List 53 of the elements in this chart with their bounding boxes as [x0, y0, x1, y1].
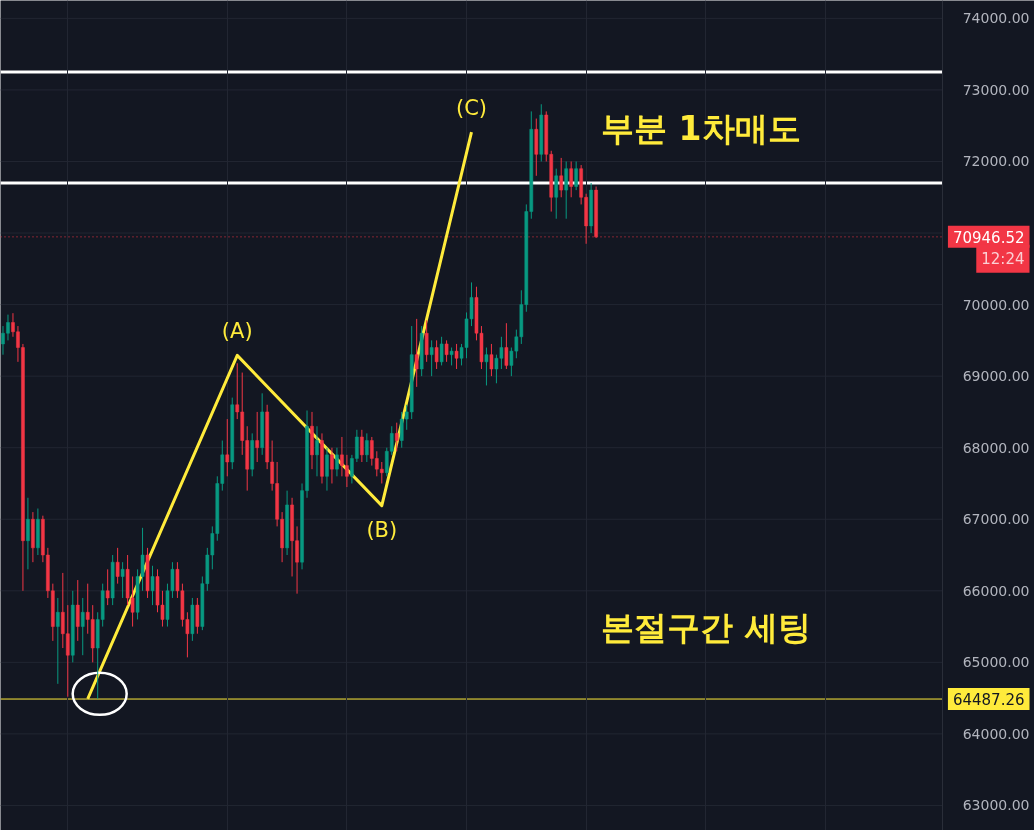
- y-tick-label: 66000.00: [962, 582, 1030, 599]
- candlestick: [394, 422, 399, 452]
- candlestick: [330, 447, 334, 484]
- y-tick-label: 69000.00: [962, 368, 1030, 385]
- candlestick: [554, 168, 559, 220]
- candlestick: [335, 447, 339, 477]
- candlestick: [315, 425, 319, 477]
- candlestick: [504, 322, 509, 370]
- y-tick-label: 65000.00: [962, 654, 1030, 671]
- annotation: 본절구간 세팅: [601, 608, 811, 647]
- candlestick: [65, 604, 70, 698]
- candlestick: [56, 597, 60, 685]
- ref-line-label: 70946.52 12:24: [952, 228, 1025, 268]
- candlestick: [80, 597, 85, 656]
- candlestick: [365, 432, 369, 463]
- y-tick-label: 63000.00: [962, 797, 1030, 814]
- candlestick: [424, 319, 429, 363]
- candlestick: [559, 157, 564, 198]
- candlestick: [105, 568, 110, 606]
- y-tick-label: 68000.00: [962, 439, 1030, 456]
- candlestick: [115, 547, 120, 585]
- candlestick: [444, 339, 449, 363]
- data-label: (A): [221, 319, 253, 344]
- data-label: (C): [455, 96, 488, 121]
- ref-line-label: 64487.26: [952, 691, 1025, 710]
- y-tick-label: 72000.00: [962, 153, 1030, 170]
- candlestick: [255, 411, 259, 463]
- y-tick-label: 64000.00: [962, 725, 1030, 742]
- y-tick-label: 74000.00: [962, 10, 1030, 27]
- y-tick-label: 70000.00: [962, 296, 1030, 313]
- candlestick: [414, 318, 419, 388]
- candlestick: [439, 336, 444, 366]
- y-tick-label: 67000.00: [962, 511, 1030, 528]
- candlestick: [564, 160, 568, 220]
- candlestick: [26, 497, 30, 570]
- data-label: (B): [366, 517, 398, 542]
- y-tick-label: 73000.00: [962, 81, 1030, 98]
- candlestick: [195, 597, 200, 635]
- candlestick: [489, 343, 494, 377]
- candlestick: [569, 160, 573, 198]
- candlestick: [225, 418, 230, 477]
- candlestick: [434, 339, 439, 370]
- candlestick: [574, 160, 578, 191]
- candlestick: [150, 565, 155, 606]
- candlestick: [379, 461, 384, 484]
- candlestick: [120, 561, 125, 599]
- candlestick: [325, 447, 329, 492]
- candlestick: [484, 347, 489, 386]
- candlestick: [429, 339, 434, 377]
- candlestick: [454, 343, 459, 370]
- candlestick: [75, 579, 80, 642]
- annotation: 부분 1차매도: [601, 109, 801, 148]
- candlestick: [360, 429, 364, 463]
